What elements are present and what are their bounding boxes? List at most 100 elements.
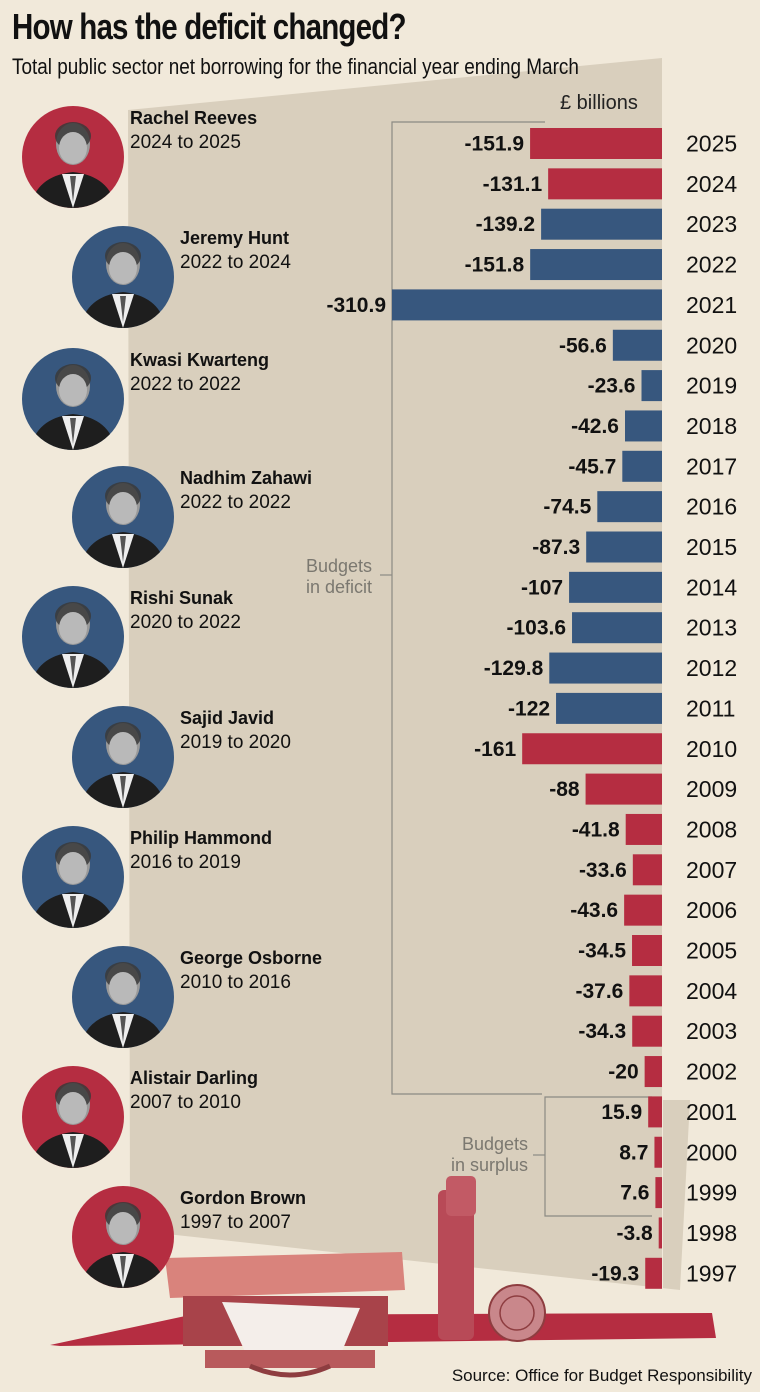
value-label-2002: -20 — [608, 1061, 638, 1084]
chancellor-name: George Osborne — [180, 948, 323, 968]
chancellor-tenure: 2007 to 2010 — [130, 1092, 241, 1113]
year-label-2020: 2020 — [686, 332, 737, 358]
bar-1998 — [658, 1217, 662, 1249]
bar-2010 — [522, 733, 662, 765]
year-label-2013: 2013 — [686, 615, 737, 641]
bar-2001 — [648, 1096, 662, 1128]
chancellor-name: Rishi Sunak — [130, 588, 234, 608]
year-label-2023: 2023 — [686, 211, 737, 237]
chancellor-name: Jeremy Hunt — [180, 228, 290, 248]
year-label-2006: 2006 — [686, 897, 737, 923]
chancellor-name: Philip Hammond — [130, 828, 273, 848]
bar-2000 — [654, 1136, 662, 1168]
value-label-2004: -37.6 — [575, 980, 623, 1003]
value-label-2014: -107 — [521, 576, 563, 599]
bar-2003 — [632, 1015, 662, 1047]
year-label-2025: 2025 — [686, 131, 737, 157]
year-label-2018: 2018 — [686, 413, 737, 439]
bar-2007 — [632, 854, 662, 886]
bar-2025 — [530, 128, 662, 159]
surplus-annotation: Budgets in surplus — [420, 1134, 528, 1176]
year-label-2015: 2015 — [686, 534, 737, 560]
year-label-2005: 2005 — [686, 938, 737, 964]
value-label-2025: -151.9 — [465, 133, 525, 156]
chancellor-tenure: 2019 to 2020 — [180, 732, 291, 753]
chancellor-name: Alistair Darling — [130, 1068, 259, 1088]
year-label-2017: 2017 — [686, 453, 737, 479]
chancellor-tenure: 2024 to 2025 — [130, 132, 241, 153]
deficit-annotation-line2: in deficit — [305, 577, 372, 597]
chancellor-tenure: 2016 to 2019 — [130, 852, 241, 873]
value-label-1999: 7.6 — [620, 1182, 649, 1205]
source-note: Source: Office for Budget Responsibility — [451, 1366, 752, 1385]
bar-1997 — [645, 1257, 662, 1289]
bar-2022 — [530, 249, 662, 281]
value-label-2011: -122 — [508, 697, 550, 720]
red-briefcase-illustration — [165, 1252, 405, 1378]
year-label-1997: 1997 — [686, 1260, 737, 1286]
chancellor-tenure: 2010 to 2016 — [180, 972, 291, 993]
value-label-2024: -131.1 — [483, 173, 543, 196]
value-label-2006: -43.6 — [570, 899, 618, 922]
value-label-2005: -34.5 — [578, 940, 626, 963]
value-label-1998: -3.8 — [617, 1222, 654, 1245]
surplus-annotation-line2: in surplus — [450, 1155, 528, 1175]
year-label-2011: 2011 — [686, 695, 735, 721]
bar-2004 — [629, 975, 662, 1007]
value-label-2021: -310.9 — [326, 294, 386, 317]
avatar-portrait-icon — [72, 226, 174, 328]
bar-2020 — [612, 329, 662, 361]
avatar-portrait-icon — [72, 706, 174, 808]
year-label-1998: 1998 — [686, 1220, 737, 1246]
bar-2018 — [625, 410, 662, 442]
value-label-2018: -42.6 — [571, 415, 619, 438]
year-label-2008: 2008 — [686, 816, 737, 842]
bar-2014 — [569, 571, 662, 603]
year-label-2016: 2016 — [686, 494, 737, 520]
bar-2011 — [556, 692, 662, 724]
bar-2008 — [625, 813, 662, 845]
bar-2017 — [622, 450, 662, 482]
year-label-1999: 1999 — [686, 1180, 737, 1206]
bar-2019 — [641, 370, 662, 402]
chancellor-name: Kwasi Kwarteng — [130, 350, 270, 370]
coin-stack-illustration — [438, 1176, 546, 1342]
value-label-1997: -19.3 — [591, 1262, 639, 1285]
value-label-2017: -45.7 — [568, 455, 616, 478]
avatar-portrait-icon — [22, 1066, 124, 1168]
value-label-2019: -23.6 — [588, 375, 636, 398]
value-label-2003: -34.3 — [578, 1020, 626, 1043]
avatar-portrait-icon — [72, 946, 174, 1048]
surplus-bracket — [533, 1096, 652, 1217]
year-label-2003: 2003 — [686, 1018, 737, 1044]
year-label-2014: 2014 — [686, 574, 737, 600]
year-label-2002: 2002 — [686, 1059, 737, 1085]
bar-2015 — [586, 531, 662, 563]
value-label-2007: -33.6 — [579, 859, 627, 882]
avatar-portrait-icon — [72, 1186, 174, 1288]
value-label-2001: 15.9 — [601, 1101, 642, 1124]
value-label-2010: -161 — [474, 738, 516, 761]
value-label-2023: -139.2 — [476, 213, 536, 236]
deficit-bracket — [380, 121, 545, 1095]
deficit-annotation: Budgets in deficit — [270, 556, 372, 598]
value-label-2020: -56.6 — [559, 334, 607, 357]
surplus-annotation-line1: Budgets — [461, 1134, 528, 1154]
bars-layer: -151.9 2025 -131.1 2024 -139.2 2023 -151.8 2022… — [326, 128, 737, 1289]
avatar-portrait-icon — [72, 466, 174, 568]
chancellor-tenure: 1997 to 2007 — [180, 1212, 291, 1233]
chancellor-name: Rachel Reeves — [130, 108, 258, 128]
year-label-2004: 2004 — [686, 978, 737, 1004]
chancellor-name: Gordon Brown — [180, 1188, 306, 1208]
value-label-2022: -151.8 — [465, 254, 525, 277]
year-label-2009: 2009 — [686, 776, 737, 802]
year-label-2010: 2010 — [686, 736, 737, 762]
bar-2024 — [548, 168, 662, 200]
value-label-2000: 8.7 — [619, 1141, 648, 1164]
chancellor-name: Nadhim Zahawi — [180, 468, 313, 488]
bar-2012 — [549, 652, 662, 684]
year-label-2007: 2007 — [686, 857, 737, 883]
value-label-2016: -74.5 — [543, 496, 591, 519]
bar-2021 — [392, 289, 662, 321]
